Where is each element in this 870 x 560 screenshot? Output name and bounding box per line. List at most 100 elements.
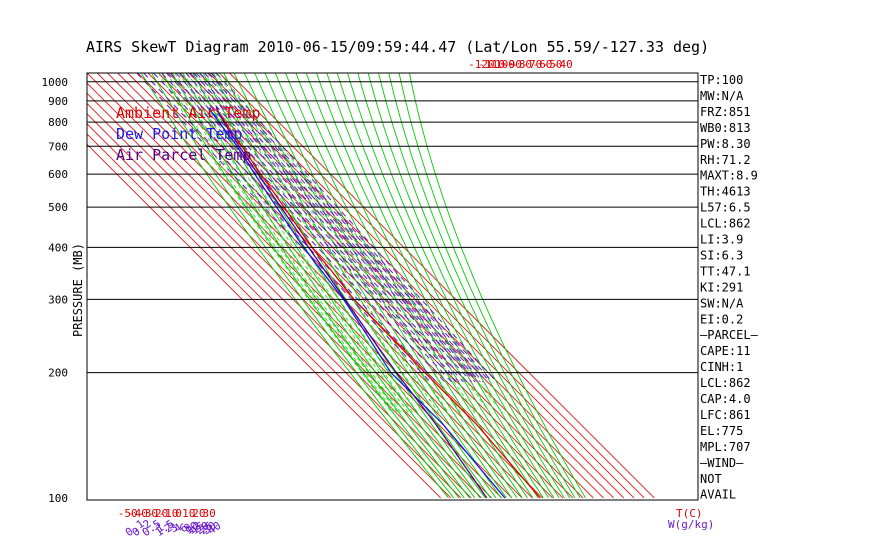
index-item: —PARCEL— — [700, 328, 759, 342]
pressure-tick-label: 200 — [48, 367, 68, 380]
dry-adiabat-line — [140, 73, 449, 499]
bottom-temperature-tick-label: -30 — [138, 507, 158, 520]
index-item: SI:6.3 — [700, 248, 743, 262]
top-temperature-tick-label: -80 — [512, 58, 532, 71]
isotherm-line — [87, 143, 442, 499]
dry-adiabat-line — [171, 73, 465, 499]
bottom-temperature-tick-label: 10 — [182, 507, 195, 520]
bottom-temperature-tick-label: -10 — [158, 507, 178, 520]
top-temperature-axis: -120-110-100-90-80-70-60-50-40 — [468, 58, 573, 71]
mixing-ratio-line — [179, 73, 468, 383]
index-item: —WIND— — [700, 456, 744, 470]
pressure-tick-label: 100 — [48, 492, 68, 505]
mixing-ratio-line — [166, 73, 457, 383]
dry-adiabat-line — [295, 73, 528, 499]
legend-entry: Air Parcel Temp — [116, 146, 251, 164]
dry-adiabat-line — [264, 73, 513, 499]
top-temperature-tick-label: -70 — [522, 58, 542, 71]
mixing-ratio-tick-label: 15 — [189, 519, 207, 537]
plot-frame — [86, 72, 699, 501]
legend: Ambient Air Temp Dew Point Temp Air Parcel… — [116, 104, 261, 164]
index-item: LCL:862 — [700, 217, 751, 231]
mixing-ratio-line — [216, 73, 498, 383]
index-item: L57:6.5 — [700, 201, 751, 215]
mixing-ratio-line — [207, 73, 491, 383]
isotherm-line — [87, 82, 503, 499]
pressure-tick-label: 500 — [48, 201, 68, 214]
top-temperature-tick-label: -110 — [478, 58, 505, 71]
pressure-tick-label: 700 — [48, 140, 68, 153]
legend-entry: Ambient Air Temp — [116, 104, 261, 122]
top-temperature-tick-label: -40 — [553, 58, 573, 71]
pressure-tick-label: 1000 — [42, 76, 69, 89]
dry-adiabat-line — [192, 73, 476, 499]
mixing-ratio-tick-label: 30 — [200, 519, 218, 537]
index-item: TT:47.1 — [700, 264, 751, 278]
mixing-ratio-line — [211, 73, 493, 383]
air-parcel-temp-curve — [215, 107, 488, 499]
moist-adiabat-line — [174, 73, 406, 414]
mixing-ratio-tick-label: 40 — [205, 519, 223, 537]
top-temperature-tick-label: -120 — [468, 58, 495, 71]
index-item: FRZ:851 — [700, 105, 751, 119]
mixing-ratio-tick-label: 25 — [197, 519, 215, 537]
legend-entry: Dew Point Temp — [116, 125, 242, 143]
index-item: NOT — [700, 472, 722, 486]
dry-adiabat-line — [388, 73, 576, 499]
index-item: TH:4613 — [700, 185, 751, 199]
isotherm-line — [198, 73, 625, 499]
bottom-temperature-tick-label: 30 — [202, 507, 215, 520]
isotherm-line — [87, 92, 492, 499]
stability-indices-panel: TP:100 MW:N/A FRZ:851 WB0:813 PW:8.30 RH:71.2… — [700, 73, 759, 502]
dry-adiabat-line — [336, 73, 549, 499]
dry-adiabat-line — [254, 73, 507, 499]
top-temperature-tick-label: -100 — [488, 58, 515, 71]
mixing-ratio-line — [153, 73, 446, 383]
bottom-temperature-tick-label: -50 — [118, 507, 138, 520]
isotherm-line — [127, 73, 553, 499]
mixing-ratio-line — [185, 73, 472, 383]
dry-adiabat-line — [305, 73, 534, 499]
moist-adiabat-line — [182, 73, 414, 414]
index-item: AVAIL — [700, 488, 736, 502]
isotherm-line — [87, 133, 452, 499]
index-item: LFC:861 — [700, 408, 751, 422]
pressure-tick-label: 800 — [48, 116, 68, 129]
mixing-ratio-line — [170, 73, 460, 383]
pressure-axis: 100 200 300 400 500 600 700 800 900 1000 — [42, 76, 69, 505]
dry-adiabat-line — [274, 73, 518, 499]
mixing-ratio-line — [189, 73, 476, 383]
mixing-ratio-line — [175, 73, 464, 383]
mixing-ratio-line — [204, 73, 488, 383]
index-item: EI:0.2 — [700, 312, 743, 326]
dry-adiabat-line — [285, 73, 523, 499]
sounding-curves — [209, 107, 541, 499]
index-item: MPL:707 — [700, 440, 751, 454]
index-item: KI:291 — [700, 280, 743, 294]
mixing-ratio-line — [143, 73, 437, 383]
mixing-ratio-tick-label: 10 — [182, 519, 200, 537]
index-item: MW:N/A — [700, 89, 744, 103]
dry-adiabat-line — [357, 73, 560, 499]
isotherm-line — [157, 73, 584, 499]
dry-adiabat-line — [202, 73, 481, 499]
index-item: LI:3.9 — [700, 233, 743, 247]
dry-adiabat-line — [326, 73, 544, 499]
index-item: PW:8.30 — [700, 137, 751, 151]
index-item: WB0:813 — [700, 121, 751, 135]
pressure-tick-label: 300 — [48, 293, 68, 306]
index-item: EL:775 — [700, 424, 743, 438]
background-grid — [87, 73, 655, 499]
dew-point-temp-curve — [209, 107, 506, 499]
x-axis-label: T(C) — [676, 507, 703, 520]
chart-title: AIRS SkewT Diagram 2010-06-15/09:59:44.4… — [86, 38, 709, 56]
pressure-tick-label: 600 — [48, 168, 68, 181]
isotherm-line — [218, 73, 645, 499]
index-item: RH:71.2 — [700, 153, 751, 167]
top-temperature-tick-label: -50 — [543, 58, 563, 71]
dry-adiabat-line — [409, 73, 586, 499]
bottom-temperature-tick-label: -40 — [128, 507, 148, 520]
